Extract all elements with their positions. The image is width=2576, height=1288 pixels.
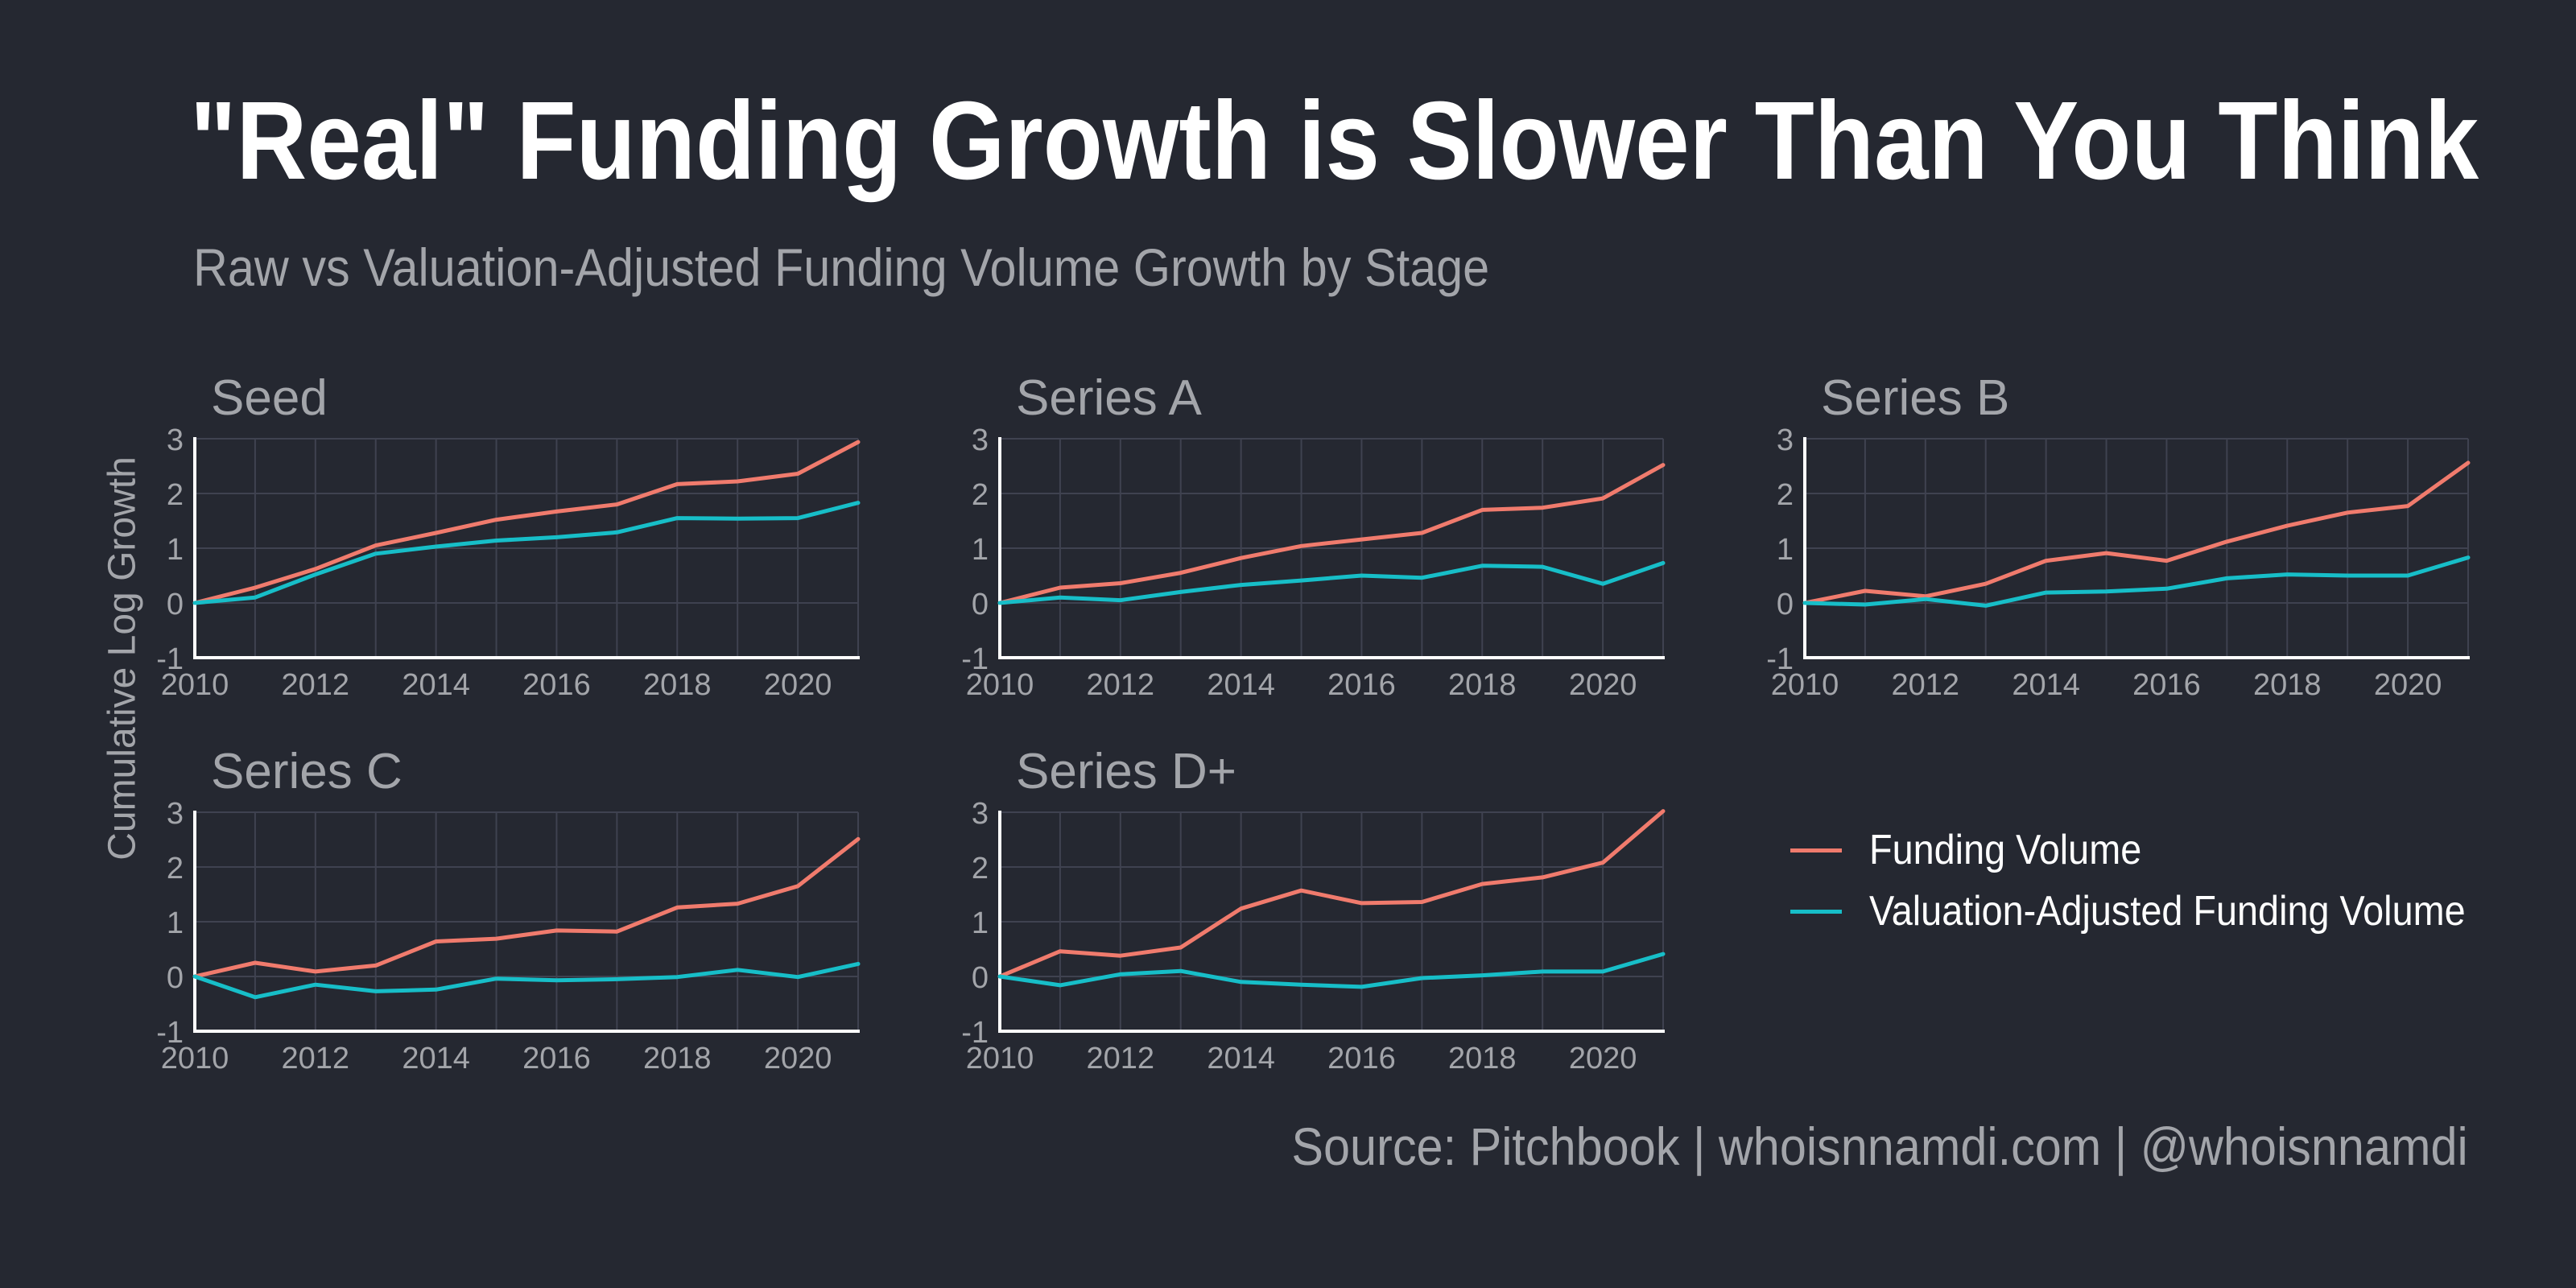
x-tick-label: 2014: [2012, 668, 2080, 702]
x-tick-label: 2020: [2374, 668, 2442, 702]
y-tick-label: 0: [972, 961, 989, 995]
x-tick-label: 2012: [1892, 668, 1960, 702]
y-tick-label: 1: [972, 533, 989, 567]
x-tick-label: 2016: [2132, 668, 2201, 702]
x-tick-label: 2020: [764, 668, 832, 702]
y-tick-label: 1: [972, 906, 989, 940]
series-line-funding-volume: [1802, 460, 2471, 605]
series-line-funding-volume: [997, 463, 1666, 605]
panel-title: Series C: [211, 744, 402, 799]
y-tick-label: 3: [972, 797, 989, 831]
y-tick-label: 1: [1777, 533, 1794, 567]
x-tick-label: 2014: [402, 668, 470, 702]
panel-series-c: Series C -1 0 1 2 3 2010 2012 2014 2016 2018 2020: [156, 744, 861, 1075]
panel-title: Seed: [211, 370, 328, 426]
y-tick-label: 2: [167, 852, 184, 886]
x-tick-label: 2020: [1569, 1042, 1637, 1075]
series-line-valuation-adjusted: [1802, 555, 2471, 608]
y-tick-label: 2: [1777, 478, 1794, 512]
panel-series-d: Series D+ -1 0 1 2 3 2010 2012 2014 2016 2018 2020: [961, 744, 1666, 1075]
x-tick-label: 2012: [1087, 668, 1155, 702]
y-tick-label: 2: [167, 478, 184, 512]
y-tick-label: 0: [167, 961, 184, 995]
chart-subtitle: Raw vs Valuation-Adjusted Funding Volume…: [193, 237, 1490, 297]
x-tick-label: 2010: [161, 1042, 229, 1075]
legend-swatch-funding-volume: [1790, 848, 1842, 852]
y-tick-label: 1: [167, 906, 184, 940]
legend: Funding Volume Valuation-Adjusted Fundin…: [1790, 819, 2532, 942]
series-line-funding-volume: [997, 809, 1666, 979]
legend-item-funding-volume: Funding Volume: [1790, 819, 2532, 881]
panel-seed: Seed -1 0 1 2 3 2010 2012 2014 2016 2018 2020: [156, 370, 861, 702]
legend-label-valuation-adjusted: Valuation-Adjusted Funding Volume: [1869, 888, 2466, 935]
y-tick-label: 3: [167, 423, 184, 457]
x-tick-label: 2010: [161, 668, 229, 702]
x-tick-label: 2010: [966, 668, 1034, 702]
x-tick-label: 2014: [402, 1042, 470, 1075]
x-tick-label: 2010: [966, 1042, 1034, 1075]
y-tick-label: -1: [961, 1016, 989, 1050]
legend-item-valuation-adjusted: Valuation-Adjusted Funding Volume: [1790, 881, 2532, 942]
x-tick-label: 2018: [1448, 1042, 1517, 1075]
y-tick-label: -1: [961, 642, 989, 676]
x-tick-label: 2016: [1327, 1042, 1396, 1075]
panel-title: Series A: [1016, 370, 1203, 426]
source-caption: Source: Pitchbook | whoisnnamdi.com | @w…: [1291, 1117, 2468, 1176]
x-tick-label: 2018: [2253, 668, 2322, 702]
x-tick-label: 2012: [282, 668, 350, 702]
panel-title: Series B: [1821, 370, 2009, 426]
y-tick-label: 1: [167, 533, 184, 567]
series-line-valuation-adjusted: [192, 501, 861, 605]
panel-series-a: Series A -1 0 1 2 3 2010 2012 2014 2016 2018 2020: [961, 370, 1666, 702]
x-tick-label: 2018: [643, 668, 712, 702]
y-tick-label: 3: [1777, 423, 1794, 457]
x-tick-label: 2018: [1448, 668, 1517, 702]
y-tick-label: -1: [156, 642, 184, 676]
y-tick-label: 0: [167, 588, 184, 621]
legend-swatch-valuation-adjusted: [1790, 909, 1842, 914]
x-tick-label: 2020: [764, 1042, 832, 1075]
x-tick-label: 2014: [1207, 1042, 1275, 1075]
series-line-valuation-adjusted: [997, 952, 1666, 989]
panel-series-b: Series B -1 0 1 2 3 2010 2012 2014 2016 2018 2020: [1766, 370, 2471, 702]
panel-title: Series D+: [1016, 744, 1236, 799]
series-line-valuation-adjusted: [997, 560, 1666, 605]
x-tick-label: 2016: [1327, 668, 1396, 702]
y-tick-label: -1: [156, 1016, 184, 1050]
y-tick-label: 3: [972, 423, 989, 457]
y-tick-label: -1: [1766, 642, 1794, 676]
y-tick-label: 0: [972, 588, 989, 621]
x-tick-label: 2012: [1087, 1042, 1155, 1075]
series-line-funding-volume: [192, 440, 861, 605]
x-tick-label: 2014: [1207, 668, 1275, 702]
y-tick-label: 3: [167, 797, 184, 831]
legend-label-funding-volume: Funding Volume: [1869, 827, 2142, 873]
y-tick-label: 2: [972, 478, 989, 512]
y-tick-label: 2: [972, 852, 989, 886]
x-tick-label: 2016: [522, 668, 591, 702]
chart-title: "Real" Funding Growth is Slower Than You…: [190, 79, 2479, 203]
series-line-valuation-adjusted: [192, 961, 861, 1000]
x-tick-label: 2012: [282, 1042, 350, 1075]
series-line-funding-volume: [192, 836, 861, 979]
x-tick-label: 2016: [522, 1042, 591, 1075]
x-tick-label: 2020: [1569, 668, 1637, 702]
x-tick-label: 2010: [1771, 668, 1839, 702]
y-tick-label: 0: [1777, 588, 1794, 621]
x-tick-label: 2018: [643, 1042, 712, 1075]
